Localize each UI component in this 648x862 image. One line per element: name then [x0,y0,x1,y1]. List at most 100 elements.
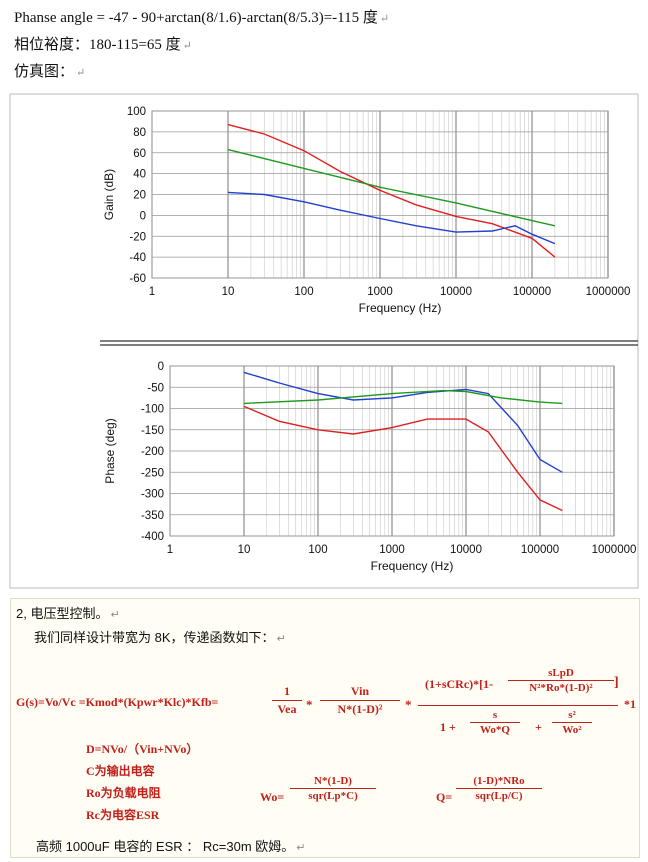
return-mark: ↵ [110,609,120,621]
y-tick-label: 0 [158,361,164,373]
y-tick-label: 40 [133,169,146,181]
bracket-close: ] [614,675,619,690]
series-line-red [243,405,563,512]
numerator: s [492,709,498,721]
x-tick-label: 100000 [521,544,559,556]
numerator: sLpD [548,667,574,679]
x-tick-label: 10 [222,286,235,298]
y-tick-label: -20 [129,231,146,243]
denominator: sqr(Lp*C) [308,790,358,802]
denominator: Vea [277,702,297,716]
y-axis-label: Phase (deg) [103,418,117,483]
denominator: N*(1-D)² [337,702,383,716]
y-tick-label: -350 [141,510,164,522]
section-heading: 2, 电压型控制。 ↵ [16,603,120,622]
gain-chart: 100 80 60 40 20 0 -20 -40 -601 10 100 1000 10000 1000… [102,106,630,315]
esr-footer-text: 高频 1000uF 电容的 ESR ： Rc=30m 欧姆。 [36,839,295,854]
y-tick-label: -50 [147,382,164,394]
fraction-s2-over-wo2: s² Wo² [552,709,592,736]
x-tick-label: 1000000 [592,544,637,556]
numerator: Vin [350,684,370,698]
return-mark: ↵ [379,13,390,25]
fraction-slpd: sLpD N²*Ro*(1-D)² [508,667,614,694]
series-line-blue [227,191,556,245]
numerator: s² [568,709,576,721]
x-tick-label: 100 [308,544,327,556]
definition-ro: Ro为负载电阻 [86,786,161,800]
voltage-mode-section [10,598,640,858]
y-tick-label: -150 [141,425,164,437]
numerator: (1-D)*NRo [473,775,525,787]
plus-sign: + [535,720,542,734]
esr-footer-line: 高频 1000uF 电容的 ESR ： Rc=30m 欧姆。 ↵ [36,836,305,855]
section-heading-text: 2, 电压型控制。 [16,606,109,621]
denominator: Wo*Q [480,724,510,736]
denominator: sqr(Lp/C) [475,790,523,802]
series-line-green [227,148,556,227]
x-axis-label: Frequency (Hz) [359,301,442,315]
y-tick-label: -100 [141,404,164,416]
y-tick-label: 100 [127,106,146,118]
x-tick-label: 10000 [440,286,472,298]
denominator: Wo² [562,724,582,736]
simulation-label-line: 仿真图： ↵ [14,60,85,81]
x-tick-label: 10000 [450,544,482,556]
x-tick-label: 1000 [367,286,393,298]
intro-line: 我们同样设计带宽为 8K，传递函数如下： ↵ [34,627,286,646]
denominator-one: 1 + [440,720,456,734]
x-tick-label: 10 [238,544,251,556]
y-tick-label: -400 [141,531,164,543]
x-tick-label: 1 [167,544,173,556]
transfer-function-lhs: G(s)=Vo/Vc =Kmod*(Kpwr*Klc)*Kfb= [16,695,219,709]
y-axis-label: Gain (dB) [102,169,116,220]
fraction-wo: N*(1-D) sqr(Lp*C) [290,775,376,802]
y-tick-label: 60 [133,148,146,160]
big-numerator-head: (1+sCRc)*[1- [425,677,494,691]
denominator: N²*Ro*(1-D)² [529,682,593,694]
multiply-one: *1 [624,697,636,711]
series-line-blue [243,371,563,473]
intro-text: 我们同样设计带宽为 8K，传递函数如下： [34,630,275,645]
definition-d: D=NVo/（Vin+NVo） [86,742,199,756]
y-tick-label: -200 [141,446,164,458]
phase-angle-text: Phanse angle = -47 - 90+arctan(8/1.6)-ar… [14,10,378,26]
phase-margin-line: 相位裕度：180-115=65 度 ↵ [14,33,192,54]
x-axis-label: Frequency (Hz) [371,559,454,573]
y-tick-label: 20 [133,190,146,202]
simulation-label: 仿真图： [14,64,75,80]
definition-rc: Rc为电容ESR [86,808,160,822]
main-fraction-bar [418,705,618,706]
definition-c: C为输出电容 [86,764,155,778]
y-tick-label: -40 [129,252,146,264]
return-mark: ↵ [182,40,192,52]
return-mark: ↵ [276,633,286,645]
y-tick-label: 0 [140,210,146,222]
multiply-sign: * [306,697,313,712]
return-mark: ↵ [296,842,306,854]
fraction-q: (1-D)*NRo sqr(Lp/C) [456,775,542,802]
x-tick-label: 1000 [379,544,405,556]
x-tick-label: 100000 [513,286,551,298]
fraction-vin: Vin N*(1-D)² [320,684,400,717]
numerator: N*(1-D) [314,775,352,787]
series-line-green [243,389,563,405]
x-tick-label: 1000000 [586,286,631,298]
y-tick-label: 80 [133,127,146,139]
return-mark: ↵ [76,67,86,79]
y-tick-label: -300 [141,489,164,501]
y-tick-label: -250 [141,467,164,479]
numerator: 1 [284,684,290,698]
phase-margin-text: 相位裕度：180-115=65 度 [14,37,181,53]
q-lhs: Q= [436,790,453,804]
phase-angle-line: Phanse angle = -47 - 90+arctan(8/1.6)-ar… [14,6,389,27]
fraction-s-over-woq: s Wo*Q [470,709,520,736]
series-line-red [227,123,556,258]
multiply-sign: * [405,697,412,712]
y-tick-label: -60 [129,273,146,285]
x-tick-label: 1 [149,286,155,298]
fraction-1-over-vea: 1 Vea [272,684,302,717]
x-tick-label: 100 [294,286,313,298]
wo-lhs: Wo= [260,790,285,804]
